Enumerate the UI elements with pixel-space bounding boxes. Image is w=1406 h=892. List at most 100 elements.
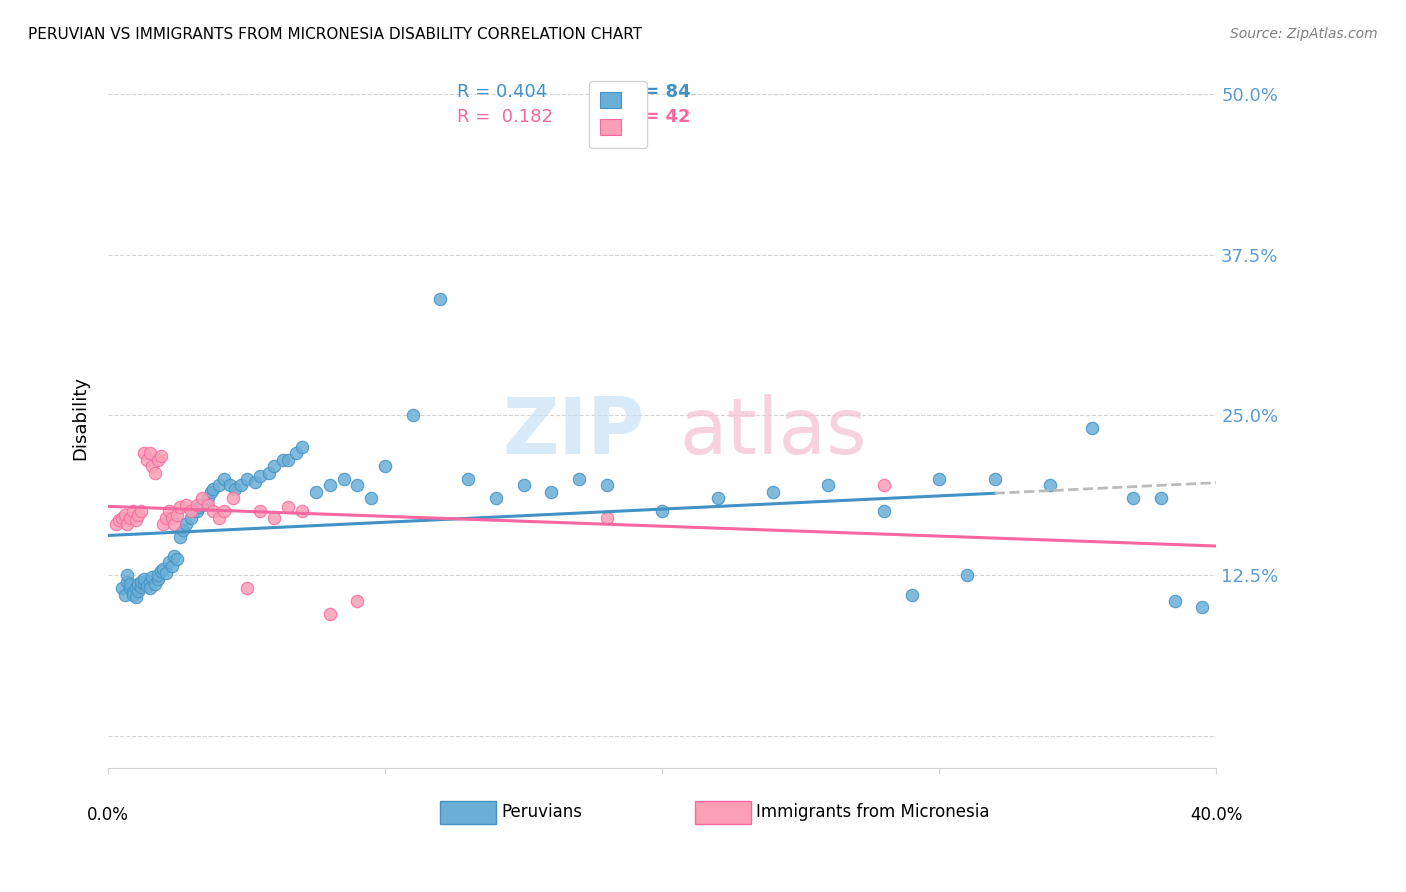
Point bbox=[285, 446, 308, 460]
Point bbox=[122, 585, 145, 599]
Point bbox=[166, 508, 188, 522]
Point bbox=[129, 504, 152, 518]
Point bbox=[117, 516, 139, 531]
Text: ZIP: ZIP bbox=[502, 394, 644, 470]
Point bbox=[186, 504, 208, 518]
Point bbox=[305, 484, 328, 499]
Point bbox=[277, 452, 299, 467]
Y-axis label: Disability: Disability bbox=[72, 376, 89, 460]
Point bbox=[125, 590, 148, 604]
Point bbox=[127, 577, 149, 591]
Point bbox=[1080, 421, 1102, 435]
Point bbox=[111, 510, 134, 524]
Point bbox=[141, 569, 163, 583]
Point bbox=[143, 577, 166, 591]
Point bbox=[174, 516, 197, 531]
Point bbox=[651, 504, 673, 518]
Point bbox=[174, 498, 197, 512]
Point bbox=[111, 581, 134, 595]
Point bbox=[1122, 491, 1144, 506]
Point bbox=[163, 516, 186, 531]
Point bbox=[114, 587, 136, 601]
Point bbox=[138, 581, 160, 595]
Point bbox=[762, 484, 785, 499]
Point bbox=[1039, 478, 1062, 492]
Point bbox=[243, 475, 266, 489]
Text: Source: ZipAtlas.com: Source: ZipAtlas.com bbox=[1230, 27, 1378, 41]
Point bbox=[117, 568, 139, 582]
Point bbox=[219, 478, 242, 492]
Point bbox=[235, 472, 257, 486]
Point bbox=[346, 478, 368, 492]
Point bbox=[141, 459, 163, 474]
Text: R =  0.182: R = 0.182 bbox=[457, 109, 553, 127]
Point bbox=[172, 524, 194, 538]
Point bbox=[117, 574, 139, 589]
Point bbox=[127, 583, 149, 598]
Point bbox=[221, 491, 243, 506]
Point bbox=[235, 581, 257, 595]
Text: 0.0%: 0.0% bbox=[87, 806, 129, 824]
Point bbox=[155, 510, 177, 524]
Point bbox=[120, 577, 142, 591]
Point bbox=[346, 594, 368, 608]
Point bbox=[114, 508, 136, 522]
Point bbox=[277, 500, 299, 515]
Point bbox=[155, 566, 177, 580]
Point bbox=[132, 576, 155, 591]
Point bbox=[152, 516, 174, 531]
Point bbox=[429, 293, 451, 307]
Point bbox=[157, 504, 180, 518]
Text: atlas: atlas bbox=[679, 394, 866, 470]
Point bbox=[900, 587, 922, 601]
Point bbox=[202, 483, 225, 497]
Point bbox=[197, 491, 219, 506]
Point bbox=[125, 581, 148, 595]
Point bbox=[180, 504, 202, 518]
Point bbox=[129, 580, 152, 594]
Point bbox=[163, 549, 186, 563]
Point bbox=[146, 452, 169, 467]
Point bbox=[263, 510, 285, 524]
Point bbox=[568, 472, 591, 486]
Point bbox=[138, 446, 160, 460]
Point bbox=[208, 510, 231, 524]
Point bbox=[224, 483, 246, 497]
Point bbox=[596, 510, 619, 524]
Point bbox=[146, 572, 169, 586]
Point bbox=[135, 452, 157, 467]
Text: Immigrants from Micronesia: Immigrants from Micronesia bbox=[756, 803, 990, 821]
Point bbox=[186, 498, 208, 512]
Point bbox=[214, 472, 236, 486]
Text: 40.0%: 40.0% bbox=[1189, 806, 1243, 824]
Point bbox=[149, 565, 172, 579]
Legend: , : , bbox=[589, 81, 647, 148]
Point bbox=[1191, 600, 1213, 615]
Point bbox=[457, 472, 479, 486]
Point bbox=[1150, 491, 1173, 506]
Point bbox=[291, 504, 314, 518]
Point bbox=[160, 559, 183, 574]
Point bbox=[105, 516, 128, 531]
Point bbox=[928, 472, 950, 486]
Point bbox=[152, 562, 174, 576]
FancyBboxPatch shape bbox=[696, 801, 751, 823]
Point bbox=[108, 513, 131, 527]
Point bbox=[120, 510, 142, 524]
Point bbox=[149, 449, 172, 463]
Point bbox=[332, 472, 354, 486]
Point bbox=[120, 581, 142, 595]
Point bbox=[132, 572, 155, 586]
Point bbox=[249, 504, 271, 518]
Point bbox=[125, 513, 148, 527]
Point bbox=[132, 446, 155, 460]
Point bbox=[318, 478, 340, 492]
Point bbox=[191, 491, 214, 506]
Point bbox=[191, 498, 214, 512]
Point bbox=[200, 484, 222, 499]
Point bbox=[122, 587, 145, 601]
Point bbox=[271, 452, 294, 467]
Point bbox=[166, 551, 188, 566]
Point bbox=[157, 556, 180, 570]
Point bbox=[706, 491, 728, 506]
